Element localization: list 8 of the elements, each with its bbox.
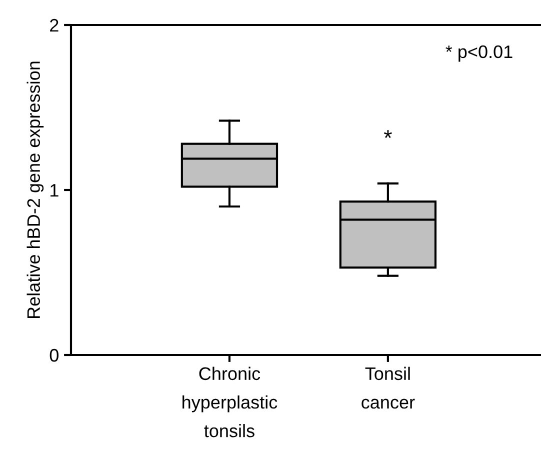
x-tick-label: Tonsil cancer [362,366,415,409]
annotation: * p<0.01 [446,45,512,62]
y-tick-label: 0 [50,348,58,362]
y-tick-label: 2 [50,18,58,32]
annotation: * [384,130,392,138]
y-tick-label: 1 [50,184,58,197]
x-tick-label: Chronic hyperplastic tonsils [182,366,278,438]
y-axis-title: Relative hBD-2 gene expression [26,62,44,318]
